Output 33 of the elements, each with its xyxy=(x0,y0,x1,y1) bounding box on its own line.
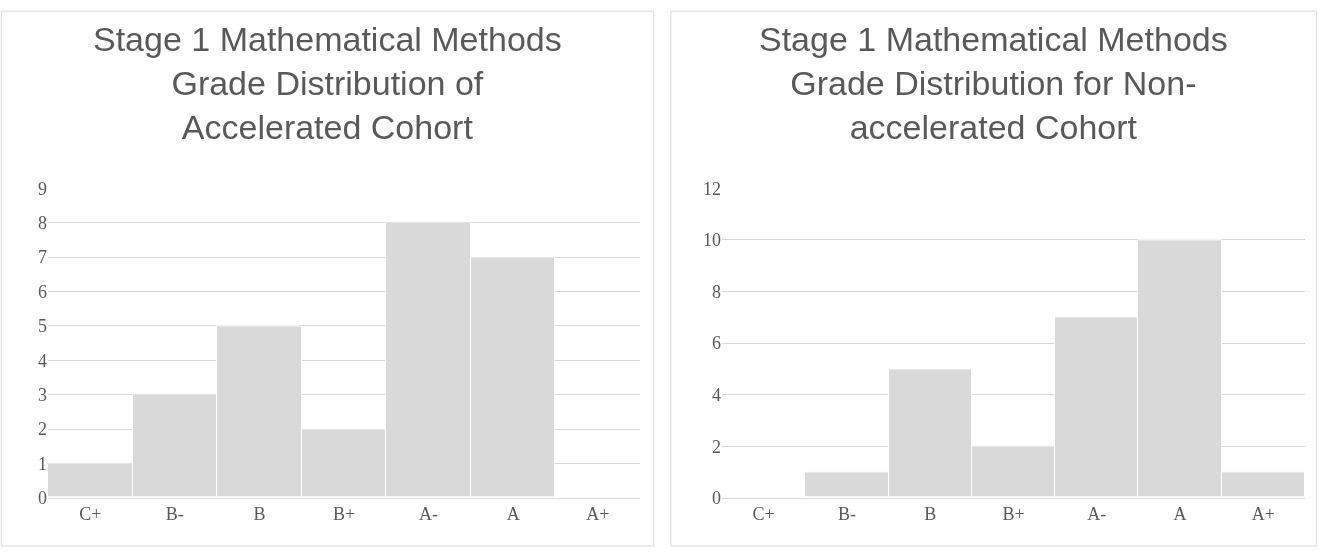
x-tick-label: A xyxy=(506,504,520,525)
x-tick-label: C+ xyxy=(79,504,102,525)
x-tick-label: B- xyxy=(837,504,856,525)
x-tick-label: C+ xyxy=(752,504,775,525)
y-tick-label: 0 xyxy=(712,488,721,509)
x-tick-label: B xyxy=(924,504,937,525)
y-tick-label: 4 xyxy=(38,350,47,371)
y-tick-label: 0 xyxy=(38,488,47,509)
x-tick-label: B xyxy=(253,504,266,525)
y-tick-label: 5 xyxy=(38,316,47,337)
y-tick-label: 7 xyxy=(38,247,47,268)
y-tick-label: 1 xyxy=(38,453,47,474)
x-tick-label: A- xyxy=(1087,504,1107,525)
x-tick-label: B+ xyxy=(1002,504,1025,525)
chart-title: Stage 1 Mathematical Methods Grade Distribution of Accelerated Cohort xyxy=(93,20,562,147)
x-tick-label: A+ xyxy=(586,504,610,525)
x-tick-label: B- xyxy=(165,504,184,525)
y-tick-label: 6 xyxy=(38,281,47,302)
y-tick-label: 10 xyxy=(703,230,721,251)
y-tick-label: 4 xyxy=(712,384,721,405)
x-tick-label: A+ xyxy=(1251,504,1275,525)
y-tick-label: 8 xyxy=(712,281,721,302)
x-tick-label: B+ xyxy=(332,504,356,525)
x-tick-label: A- xyxy=(419,504,439,525)
y-tick-label: 2 xyxy=(712,436,721,457)
y-tick-label: 12 xyxy=(703,178,721,199)
y-tick-label: 6 xyxy=(712,333,721,354)
x-tick-label: A xyxy=(1173,504,1187,525)
y-tick-label: 2 xyxy=(38,419,47,440)
y-tick-label: 9 xyxy=(38,178,47,199)
y-tick-label: 3 xyxy=(38,384,47,405)
y-tick-label: 8 xyxy=(38,213,47,234)
chart-title: Stage 1 Mathematical Methods Grade Distribution for Non-accelerated Cohort xyxy=(759,20,1228,147)
